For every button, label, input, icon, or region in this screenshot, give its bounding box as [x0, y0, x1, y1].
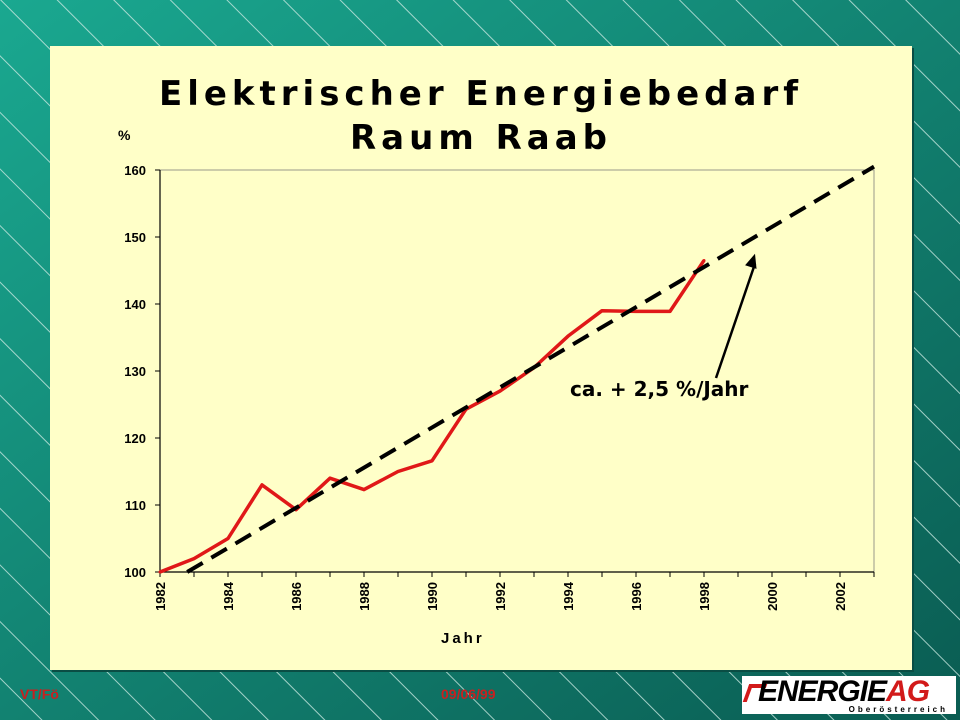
x-axis-label: Jahr [441, 630, 485, 647]
series-point [158, 570, 162, 574]
series-point [396, 470, 400, 473]
x-tick-label: 1992 [493, 582, 508, 611]
y-tick-label: 100 [124, 565, 146, 580]
annotation-text: ca. + 2,5 %/Jahr [570, 377, 749, 401]
chart-title-line1: Elektrischer Energiebedarf [158, 74, 804, 114]
series-point [600, 309, 604, 313]
y-tick-label: 110 [125, 498, 146, 513]
logo-wordmark: ENERGIEAG [758, 675, 930, 708]
series-point [328, 476, 332, 480]
x-tick-label: 1986 [289, 582, 304, 611]
chart-title-line2: Raum Raab [350, 118, 612, 158]
x-tick-label: 1998 [697, 582, 712, 611]
annotation-arrowhead [745, 253, 757, 269]
series-point [362, 488, 366, 492]
y-tick-label: 130 [124, 364, 146, 379]
y-tick-label: 160 [124, 163, 146, 178]
y-tick-label: 140 [124, 297, 146, 312]
series-line-energy-demand [159, 259, 706, 574]
x-tick-label: 1982 [153, 582, 168, 611]
series-point [226, 537, 230, 540]
trend-line-dashed [186, 164, 876, 574]
series-point [430, 459, 434, 463]
x-tick-label: 2002 [833, 582, 848, 611]
annotation-arrow-line [714, 263, 757, 379]
y-tick-label: 150 [124, 230, 146, 245]
x-tick-label: 1984 [221, 581, 236, 611]
series-point [566, 334, 570, 338]
series-point [668, 309, 672, 313]
x-tick-label: 2000 [765, 582, 780, 611]
x-tick-label: 1994 [561, 581, 576, 611]
series-point [634, 309, 638, 313]
logo-subtitle: Oberösterreich [848, 705, 948, 714]
series-point [498, 389, 502, 393]
y-tick-label: 120 [124, 431, 146, 446]
energie-ag-logo: ENERGIEAG Oberösterreich [742, 676, 956, 714]
footer-author: VT/Fö [20, 686, 59, 702]
x-tick-label: 1990 [425, 582, 440, 611]
x-tick-label: 1996 [629, 582, 644, 611]
series-point [192, 557, 196, 561]
x-tick-label: 1988 [357, 582, 372, 611]
series-point [702, 258, 706, 262]
series-point [260, 483, 264, 487]
y-axis-label: % [118, 127, 131, 143]
footer-date: 09/06/99 [441, 686, 496, 702]
